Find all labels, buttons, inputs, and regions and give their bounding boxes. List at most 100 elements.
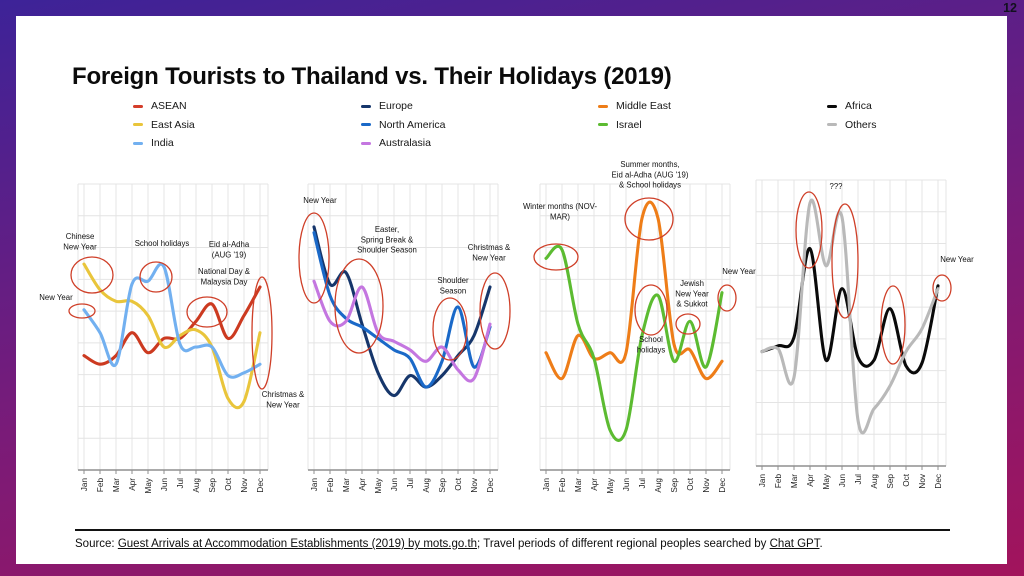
- annotation-circle: [432, 297, 468, 361]
- annotation-label: National Day &: [198, 267, 251, 276]
- chart-middleeast-israel: Jan Feb Mar Apr May Jun Jul Aug Sep Oct Nov Dec Wint…: [523, 160, 756, 493]
- month-label: Apr: [806, 474, 815, 487]
- chart-africa-others: Jan Feb Mar Apr May Jun Jul Aug Sep Oct Nov Dec??? N…: [755, 179, 974, 489]
- legend-swatch-israel: [598, 123, 608, 126]
- legend-label: ASEAN: [151, 100, 187, 112]
- annotation-label: ???: [829, 182, 843, 191]
- month-label: Oct: [224, 477, 233, 490]
- month-label: Nov: [470, 477, 479, 492]
- month-label: Apr: [358, 478, 367, 491]
- legend-swatch-africa: [827, 104, 837, 108]
- legend-label: North America: [379, 118, 446, 131]
- annotations: New Year Easter,Spring Break & Shoulder Se…: [298, 196, 511, 361]
- annotation-circle: [68, 303, 96, 319]
- annotation-label: holidays: [637, 345, 666, 354]
- annotation-label: Eid al-Adha (AUG '19): [612, 170, 689, 179]
- month-label: Dec: [486, 478, 495, 493]
- annotation-circle: [634, 284, 668, 336]
- source-line: Source: Guest Arrivals at Accommodation …: [75, 538, 955, 550]
- gridlines: [307, 183, 499, 471]
- month-label: Sep: [670, 478, 679, 493]
- annotation-circle: [186, 296, 228, 328]
- annotation-label: (AUG '19): [212, 250, 247, 259]
- slide-title: Foreign Tourists to Thailand vs. Their H…: [72, 63, 672, 91]
- source-link-chatgpt[interactable]: Chat GPT: [769, 538, 820, 550]
- legend-group-2: Europe North America Australasia: [361, 100, 446, 156]
- annotation-circle: [533, 243, 579, 271]
- annotation-circle: [624, 197, 674, 241]
- annotation-label: Summer months,: [620, 160, 679, 169]
- gridlines: [539, 183, 731, 471]
- month-label: May: [606, 477, 615, 493]
- month-label: Sep: [208, 478, 217, 493]
- month-label: Jul: [854, 474, 863, 485]
- annotation-circle: [139, 261, 173, 293]
- legend-swatch-australasia: [361, 141, 371, 145]
- month-label: May: [144, 477, 153, 493]
- month-label: Nov: [702, 477, 711, 492]
- annotation-circle: [334, 258, 384, 354]
- source-divider: [75, 529, 950, 531]
- month-label: Jan: [758, 474, 767, 488]
- series-line-east-asia: [82, 262, 262, 410]
- annotation-label: Chinese: [66, 232, 95, 241]
- chart-asean-eastasia-india: Jan Feb Mar Apr May Jun Jul Aug Sep Oct Nov Dec Chin…: [39, 183, 305, 493]
- annotation-label: Spring Break &: [361, 235, 414, 244]
- annotation-circle: [298, 212, 330, 304]
- month-label: Feb: [96, 478, 105, 493]
- legend-item-europe: Europe: [361, 100, 446, 112]
- source-link-mots[interactable]: Guest Arrivals at Accommodation Establis…: [117, 538, 478, 550]
- month-label: Apr: [128, 478, 137, 491]
- source-middle: ; Travel periods of different regional p…: [477, 538, 770, 550]
- legend-swatch-others: [827, 123, 837, 126]
- source-suffix: .: [819, 538, 823, 550]
- legend-label: Australasia: [379, 137, 431, 149]
- legend-item-middle-east: Middle East: [598, 100, 671, 112]
- legend-item-north-america: North America: [361, 119, 446, 131]
- month-label: Aug: [654, 478, 663, 493]
- legend-group-3: Middle East Israel: [598, 100, 671, 137]
- annotation-circle: [70, 256, 114, 294]
- month-label: Dec: [256, 478, 265, 493]
- annotation-label: Easter,: [375, 225, 399, 234]
- annotation-label: New Year: [266, 400, 300, 409]
- series-line-others: [760, 198, 940, 435]
- annotation-label: MAR): [550, 212, 570, 221]
- month-label: Oct: [902, 473, 911, 486]
- series-line-asean: [82, 285, 262, 366]
- legend-label: East Asia: [151, 118, 195, 131]
- month-label: May: [822, 473, 831, 489]
- month-label: Jun: [160, 478, 169, 492]
- annotation-label: Season: [440, 286, 466, 295]
- annotation-label: & Sukkot: [676, 300, 708, 309]
- legend-group-4: Africa Others: [827, 100, 877, 137]
- month-label: Feb: [558, 478, 567, 493]
- legend-swatch-east-asia: [133, 123, 143, 126]
- legend-swatch-india: [133, 141, 143, 145]
- series-line-india: [82, 262, 262, 379]
- annotation-label: Christmas &: [468, 243, 511, 252]
- month-label: Jul: [638, 478, 647, 489]
- month-label: Aug: [422, 478, 431, 493]
- month-label: Feb: [326, 478, 335, 493]
- month-label: Aug: [870, 474, 879, 489]
- annotation-label: Eid al-Adha: [209, 240, 250, 249]
- month-label: Mar: [574, 478, 583, 492]
- annotation-label: New Year: [303, 196, 337, 205]
- legend-label: Africa: [845, 100, 872, 112]
- month-label: Apr: [590, 478, 599, 491]
- month-label: Oct: [454, 477, 463, 490]
- annotation-circle: [717, 284, 737, 312]
- page-number: 12: [1003, 1, 1017, 15]
- month-label: Dec: [718, 478, 727, 493]
- month-label: Jul: [176, 478, 185, 489]
- month-label: Mar: [342, 478, 351, 492]
- gridlines: [755, 179, 947, 467]
- annotations: ??? New Year: [795, 182, 974, 365]
- annotation-circle: [795, 191, 823, 269]
- month-label: Nov: [240, 477, 249, 492]
- legend-label: Others: [845, 118, 877, 131]
- month-label: Jun: [838, 474, 847, 488]
- legend-swatch-north-america: [361, 123, 371, 126]
